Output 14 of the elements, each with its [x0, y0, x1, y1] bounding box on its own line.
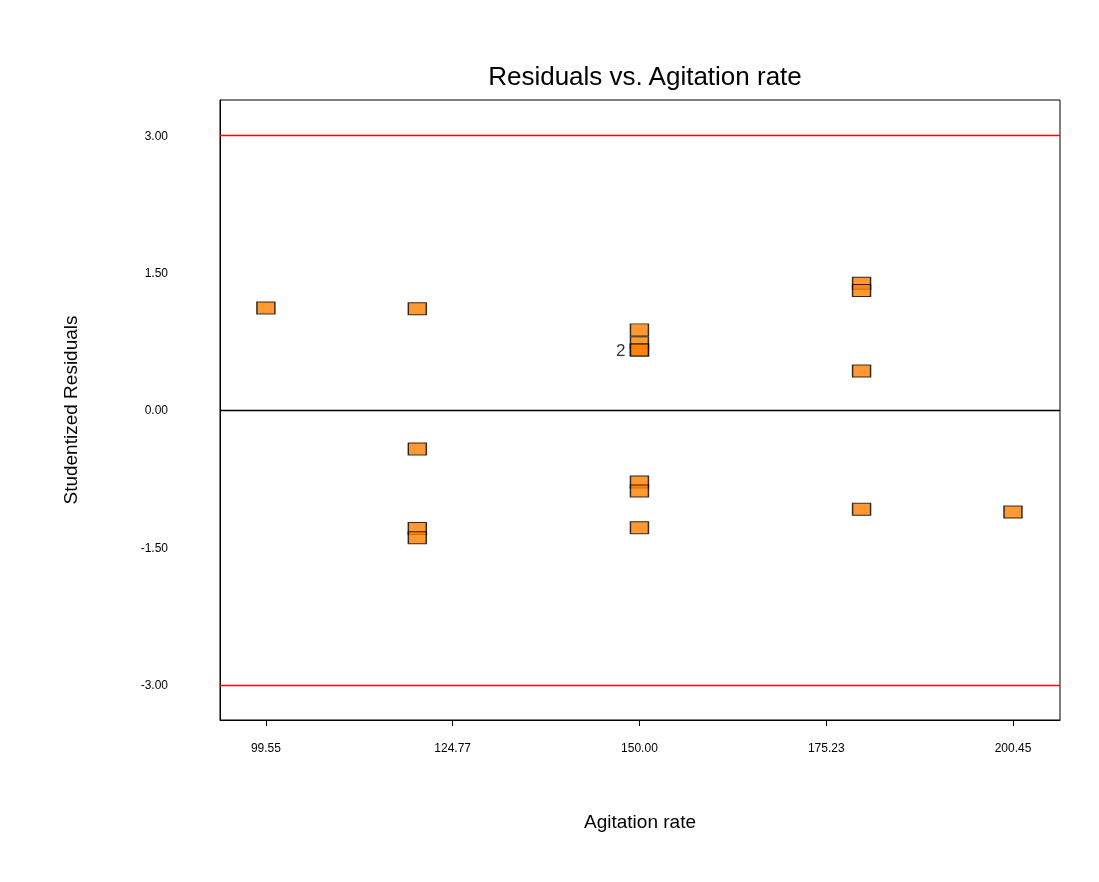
x-axis-title: Agitation rate: [584, 811, 696, 832]
annotation: 2: [615, 340, 626, 360]
chart-title: Residuals vs. Agitation rate: [488, 61, 802, 91]
x-tick-label: 200.45: [994, 741, 1032, 755]
y-tick-label: -3.00: [140, 678, 169, 693]
x-tick-label: 175.23: [807, 741, 845, 755]
y-axis-title: Studentized Residuals: [60, 315, 81, 505]
y-tick-label: 0.00: [144, 403, 169, 418]
x-tick-label: 150.00: [621, 741, 659, 755]
x-tick-label: 124.77: [434, 741, 472, 755]
y-tick-label: 1.50: [144, 266, 169, 281]
y-tick-label: -1.50: [140, 540, 169, 555]
y-tick-label: 3.00: [144, 128, 169, 143]
x-tick-label: 99.55: [250, 741, 282, 755]
